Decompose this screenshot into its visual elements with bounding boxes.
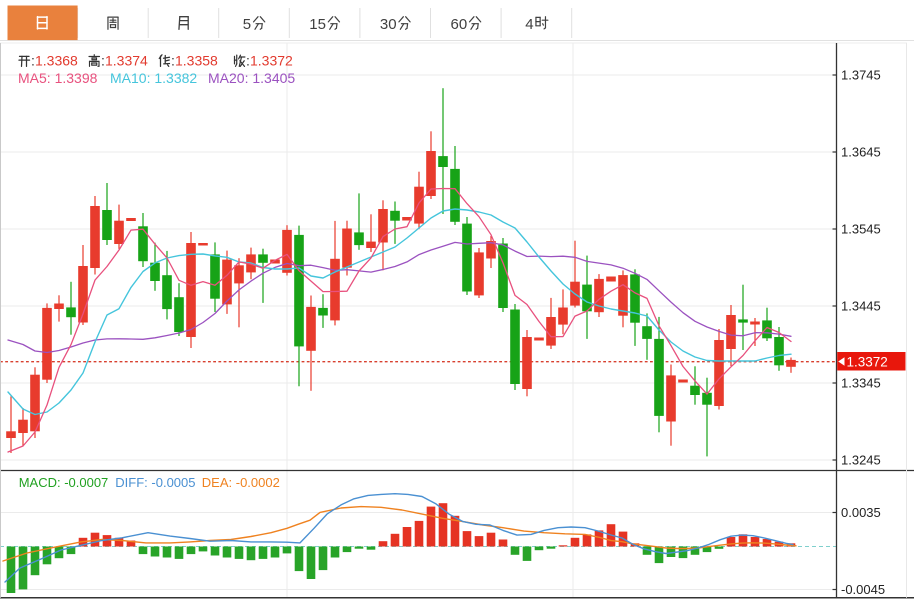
svg-text:DEA: -0.0002: DEA: -0.0002 [202, 475, 280, 490]
svg-text:1.3374: 1.3374 [105, 52, 148, 68]
svg-text:1.3745: 1.3745 [841, 68, 881, 83]
svg-text:MA20: 1.3405: MA20: 1.3405 [208, 70, 295, 86]
svg-text:MACD: -0.0007: MACD: -0.0007 [19, 475, 109, 490]
svg-text:MA5: 1.3398: MA5: 1.3398 [18, 70, 98, 86]
svg-text:-0.0045: -0.0045 [841, 582, 885, 597]
svg-text:MA10: 1.3382: MA10: 1.3382 [110, 70, 197, 86]
svg-text:DIFF: -0.0005: DIFF: -0.0005 [115, 475, 195, 490]
svg-text:1.3372: 1.3372 [250, 52, 293, 68]
svg-text:1.3372: 1.3372 [847, 354, 888, 369]
svg-text:1.3545: 1.3545 [841, 222, 881, 237]
svg-text:1.3368: 1.3368 [35, 52, 78, 68]
svg-text:1.3245: 1.3245 [841, 453, 881, 468]
svg-text:5: 5 [243, 16, 251, 33]
svg-text:15: 15 [309, 16, 326, 33]
svg-text:1.3358: 1.3358 [175, 52, 218, 68]
svg-text:1.3345: 1.3345 [841, 376, 881, 391]
svg-text:1.3645: 1.3645 [841, 145, 881, 160]
svg-text:0.0035: 0.0035 [841, 505, 881, 520]
svg-text:4: 4 [525, 16, 533, 33]
svg-text:1.3445: 1.3445 [841, 299, 881, 314]
svg-text:60: 60 [451, 16, 468, 33]
svg-text:30: 30 [380, 16, 397, 33]
